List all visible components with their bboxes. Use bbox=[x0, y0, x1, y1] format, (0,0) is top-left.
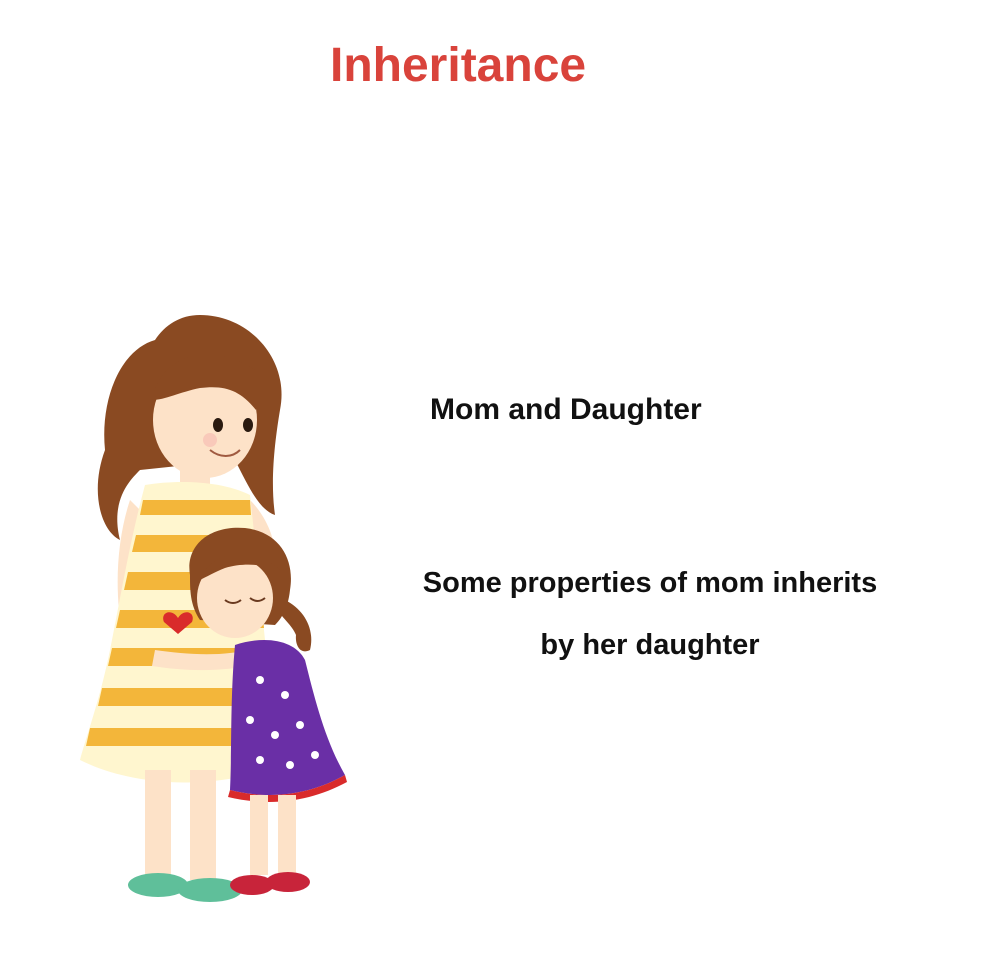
daughter-shoe-right bbox=[266, 872, 310, 892]
heart-icon bbox=[163, 612, 193, 634]
slide-subtitle: Mom and Daughter bbox=[430, 393, 702, 426]
mom-shoe-right bbox=[178, 878, 242, 902]
mom-shoe-left bbox=[128, 873, 188, 897]
description-line: Some properties of mom inherits bbox=[422, 567, 878, 599]
daughter-face bbox=[197, 558, 273, 638]
slide-description: Some properties of mom inherits by her d… bbox=[360, 552, 940, 676]
slide-title: Inheritance bbox=[330, 39, 587, 92]
mom-and-daughter-illustration bbox=[80, 315, 347, 902]
daughter-shoe-left bbox=[230, 875, 274, 895]
description-line: by her daughter bbox=[540, 629, 760, 661]
